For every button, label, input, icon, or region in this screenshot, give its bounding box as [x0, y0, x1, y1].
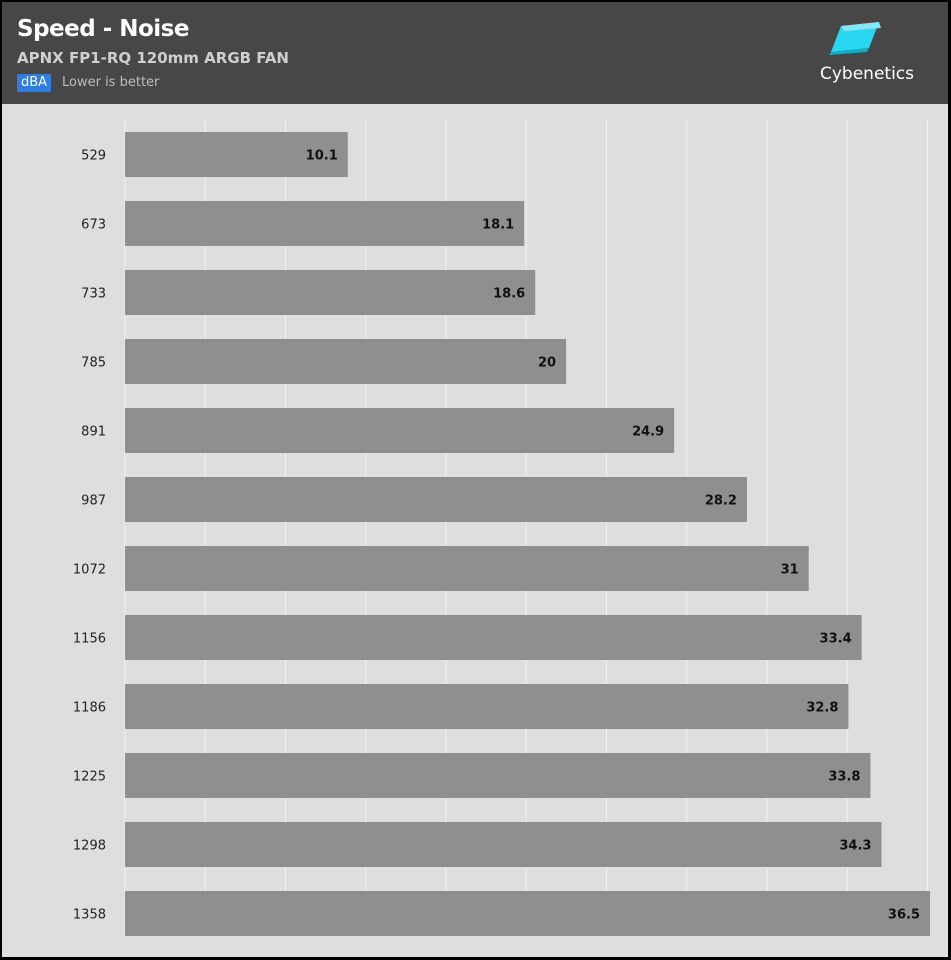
- category-label: 1225: [73, 770, 106, 785]
- category-label: 529: [81, 149, 106, 164]
- category-label: 1298: [73, 839, 106, 854]
- bar: [125, 201, 525, 246]
- category-label: 785: [81, 356, 106, 371]
- chart-note: Lower is better: [62, 75, 160, 90]
- bar-value-label: 31: [781, 563, 799, 578]
- bar: [125, 408, 675, 453]
- bar: [125, 615, 862, 660]
- logo-text: Cybenetics: [819, 64, 914, 84]
- logo-mark-icon: [829, 22, 881, 55]
- bar: [125, 477, 747, 522]
- category-label: 673: [81, 218, 106, 233]
- bar-value-label: 33.4: [820, 632, 852, 647]
- bar-value-label: 28.2: [705, 494, 737, 509]
- bar-value-label: 36.5: [888, 908, 920, 923]
- bar: [125, 822, 882, 867]
- category-label: 987: [81, 494, 106, 509]
- bar: [125, 270, 536, 315]
- category-label: 733: [81, 287, 106, 302]
- chart-subtitle: APNX FP1-RQ 120mm ARGB FAN: [17, 49, 289, 67]
- bar-value-label: 33.8: [828, 770, 860, 785]
- category-label: 1358: [73, 908, 106, 923]
- bar: [125, 891, 930, 936]
- bar-value-label: 32.8: [806, 701, 838, 716]
- bar-value-label: 20: [538, 356, 556, 371]
- category-label: 891: [81, 425, 106, 440]
- category-label: 1072: [73, 563, 106, 578]
- bar: [125, 546, 809, 591]
- chart-header: Speed - Noise APNX FP1-RQ 120mm ARGB FAN…: [2, 2, 948, 104]
- bar-value-label: 18.6: [493, 287, 525, 302]
- bar: [125, 339, 567, 384]
- bar-value-label: 34.3: [839, 839, 871, 854]
- cybenetics-logo: Cybenetics: [817, 18, 927, 88]
- category-label: 1186: [73, 701, 106, 716]
- category-label: 1156: [73, 632, 106, 647]
- bar: [125, 684, 849, 729]
- bar: [125, 132, 348, 177]
- bar-value-label: 10.1: [306, 149, 338, 164]
- bar: [125, 753, 871, 798]
- bar-value-label: 24.9: [632, 425, 664, 440]
- chart-title: Speed - Noise: [17, 16, 189, 42]
- bar-value-label: 18.1: [482, 218, 514, 233]
- unit-badge: dBA: [17, 74, 52, 92]
